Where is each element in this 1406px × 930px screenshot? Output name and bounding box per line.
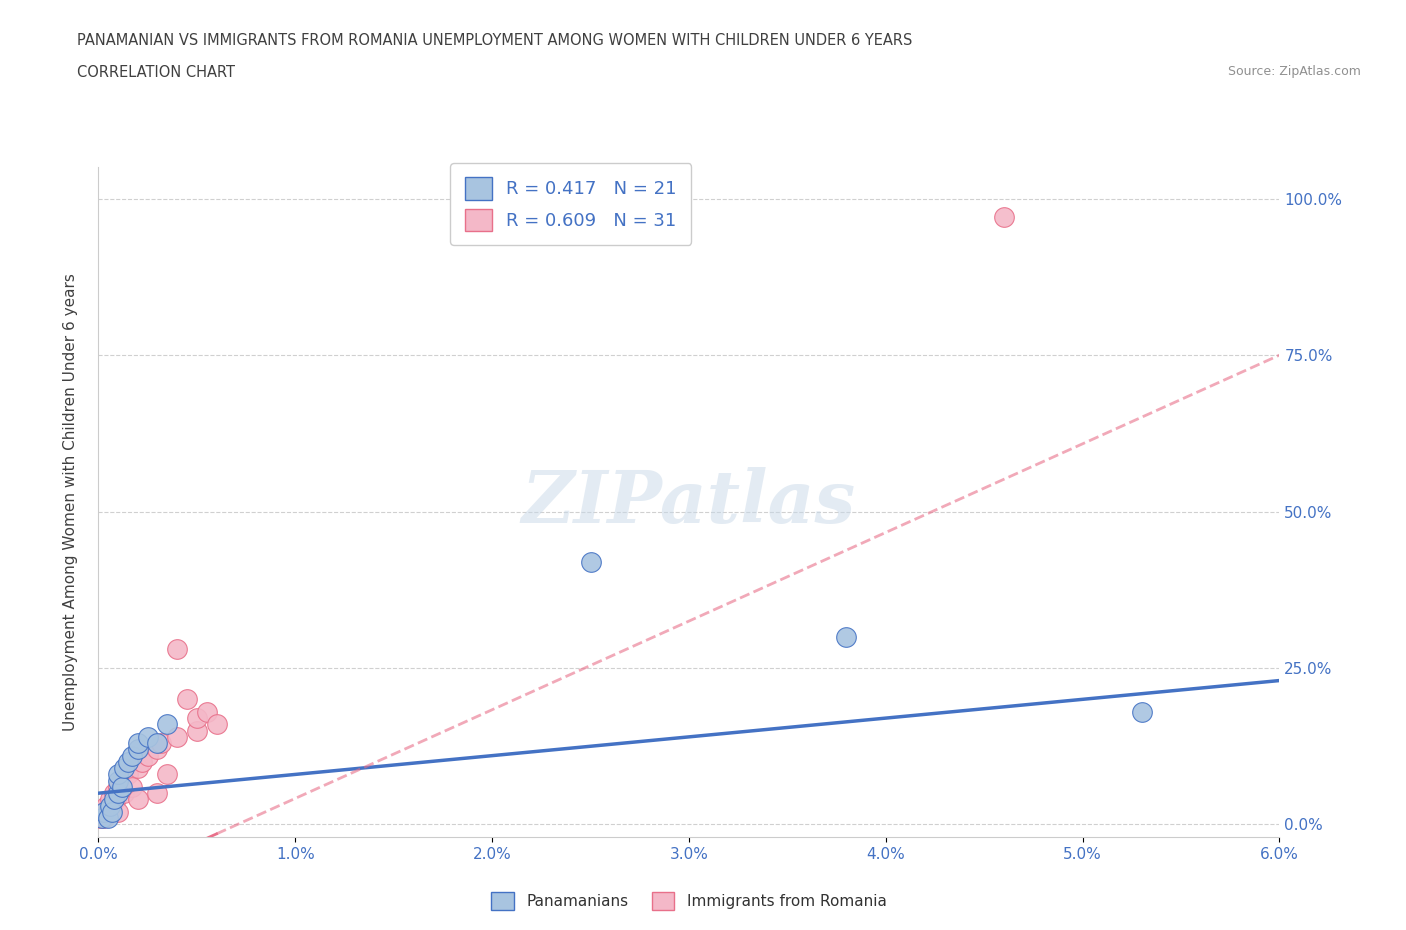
Point bbox=[1130, 704, 1153, 719]
Point bbox=[993, 210, 1015, 225]
Point bbox=[121, 779, 143, 794]
Point bbox=[136, 749, 159, 764]
Point bbox=[176, 692, 198, 707]
Point bbox=[107, 773, 129, 788]
Point bbox=[127, 736, 149, 751]
Point bbox=[127, 792, 149, 807]
Legend: Panamanians, Immigrants from Romania: Panamanians, Immigrants from Romania bbox=[485, 885, 893, 916]
Point bbox=[579, 554, 602, 569]
Point bbox=[131, 754, 153, 769]
Text: PANAMANIAN VS IMMIGRANTS FROM ROMANIA UNEMPLOYMENT AMONG WOMEN WITH CHILDREN UND: PANAMANIAN VS IMMIGRANTS FROM ROMANIA UN… bbox=[77, 33, 912, 47]
Point bbox=[146, 742, 169, 757]
Point bbox=[107, 786, 129, 801]
Point bbox=[121, 749, 143, 764]
Point bbox=[146, 736, 169, 751]
Point bbox=[93, 804, 115, 819]
Point bbox=[103, 786, 125, 801]
Point bbox=[136, 729, 159, 744]
Point bbox=[186, 724, 208, 738]
Point bbox=[89, 811, 111, 826]
Point bbox=[98, 792, 121, 807]
Point bbox=[127, 761, 149, 776]
Point bbox=[97, 811, 120, 826]
Point bbox=[835, 630, 858, 644]
Point bbox=[195, 704, 218, 719]
Point bbox=[93, 811, 115, 826]
Point bbox=[107, 804, 129, 819]
Point bbox=[127, 742, 149, 757]
Point bbox=[111, 773, 134, 788]
Text: ZIPatlas: ZIPatlas bbox=[522, 467, 856, 538]
Point bbox=[91, 804, 114, 819]
Point bbox=[107, 767, 129, 782]
Point bbox=[117, 767, 139, 782]
Point bbox=[98, 798, 121, 813]
Point bbox=[146, 786, 169, 801]
Point bbox=[156, 717, 179, 732]
Point bbox=[91, 811, 114, 826]
Y-axis label: Unemployment Among Women with Children Under 6 years: Unemployment Among Women with Children U… bbox=[63, 273, 77, 731]
Point bbox=[205, 717, 228, 732]
Point bbox=[96, 798, 118, 813]
Text: Source: ZipAtlas.com: Source: ZipAtlas.com bbox=[1227, 65, 1361, 78]
Point bbox=[112, 786, 135, 801]
Point bbox=[101, 798, 124, 813]
Point bbox=[112, 761, 135, 776]
Point bbox=[105, 792, 128, 807]
Point bbox=[156, 767, 179, 782]
Point bbox=[107, 779, 129, 794]
Point bbox=[166, 642, 188, 657]
Point bbox=[97, 804, 120, 819]
Point bbox=[101, 804, 124, 819]
Point bbox=[150, 736, 173, 751]
Point bbox=[111, 779, 134, 794]
Point bbox=[117, 754, 139, 769]
Point bbox=[103, 792, 125, 807]
Point bbox=[166, 729, 188, 744]
Point bbox=[186, 711, 208, 725]
Text: CORRELATION CHART: CORRELATION CHART bbox=[77, 65, 235, 80]
